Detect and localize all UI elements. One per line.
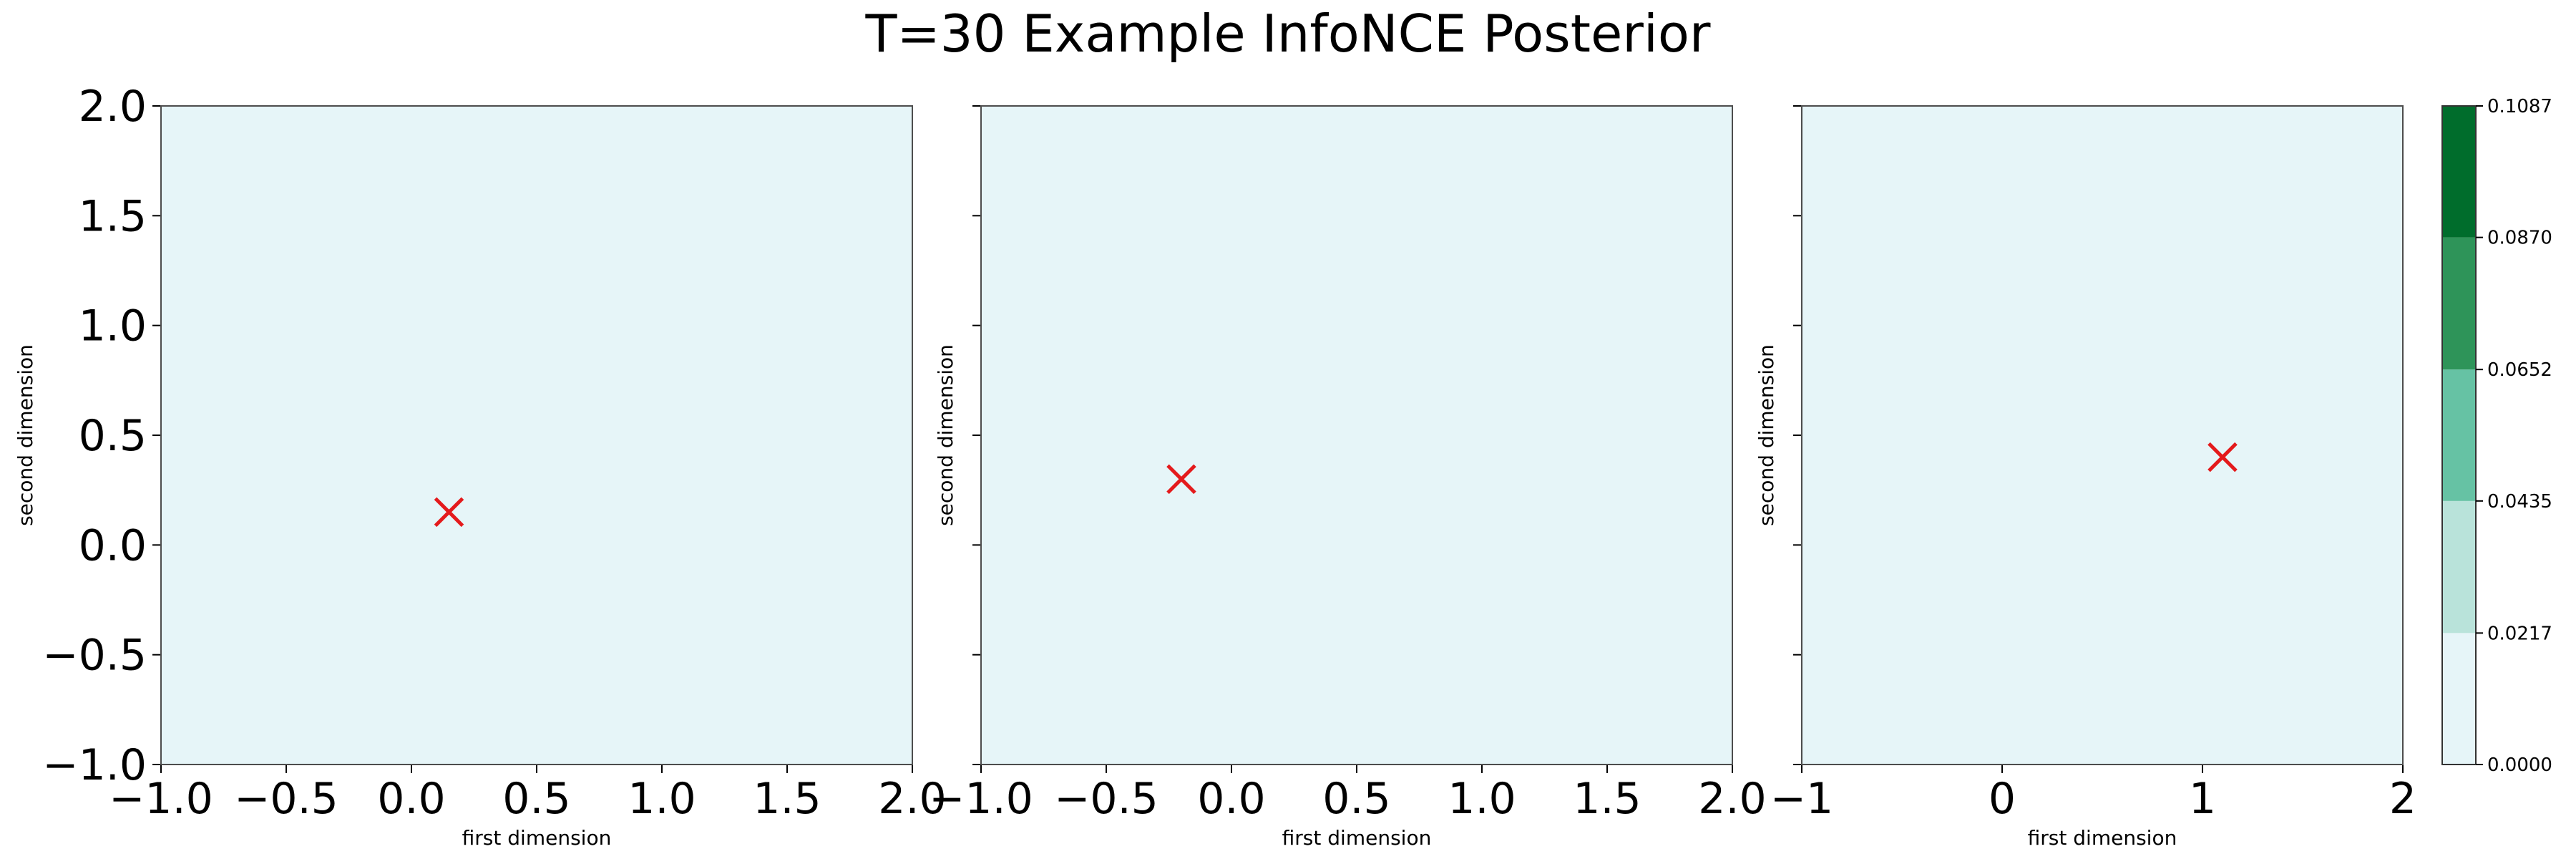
axes-frame (980, 105, 1733, 765)
panel-3: −1 0 1 2 first dimension second dimension (1755, 105, 2416, 850)
colorbar-tick-label: 0.0435 (2487, 491, 2552, 513)
y-tick-label: 1.5 (79, 191, 147, 241)
true-parameter-marker (434, 497, 464, 528)
colorbar-band (2442, 633, 2476, 765)
colorbar: 0.0000 0.0217 0.0435 0.0652 0.0870 0.1087 (2441, 96, 2552, 776)
x-tick-label: −1 (1770, 774, 1833, 824)
y-tick-label: −0.5 (42, 631, 147, 681)
y-tick-label: 2.0 (79, 82, 147, 132)
panels: −1.0 −0.5 0.0 0.5 1.0 1.5 2.0−1.0−0.50.00.51.0… (14, 82, 2416, 850)
colorbar-tick-label: 0.1087 (2487, 96, 2552, 117)
x-axis-label: first dimension (1282, 826, 1432, 850)
x-tick-label: −0.5 (1054, 774, 1158, 824)
y-tick-label: 0.5 (79, 411, 147, 461)
heatmap-fill (1802, 106, 2403, 765)
x-axis-label: first dimension (462, 826, 612, 850)
y-tick-label: 0.0 (79, 520, 147, 571)
true-parameter-marker (2207, 442, 2238, 472)
y-tick-label: −1.0 (42, 740, 147, 790)
y-axis-label: second dimension (934, 344, 957, 526)
x-tick-label: 1.0 (628, 774, 696, 824)
x-tick-label: 1.5 (753, 774, 821, 824)
x-tick-label: 1 (2189, 774, 2216, 824)
colorbar-tick-label: 0.0870 (2487, 228, 2552, 249)
y-axis-label: second dimension (14, 344, 37, 526)
x-tick-label: 1.0 (1448, 774, 1516, 824)
true-parameter-marker (1166, 464, 1196, 495)
x-tick-label: −1.0 (109, 774, 213, 824)
x-tick-label: −0.5 (234, 774, 338, 824)
colorbar-band (2442, 369, 2476, 501)
colorbar-tick-label: 0.0000 (2487, 754, 2552, 776)
panel-2: −1.0 −0.5 0.0 0.5 1.0 1.5 2.0 first dimension se… (929, 105, 1767, 850)
colorbar-band (2442, 237, 2476, 370)
x-tick-label: 0.5 (1322, 774, 1390, 824)
x-tick-label: 0.0 (1197, 774, 1265, 824)
colorbar-band (2442, 500, 2476, 634)
x-tick-label: 1.5 (1573, 774, 1641, 824)
colorbar-frame (2441, 105, 2477, 765)
x-axis-label: first dimension (2028, 826, 2177, 850)
colorbar-tick-label: 0.0652 (2487, 359, 2552, 381)
x-tick-label: 2.0 (878, 774, 946, 824)
heatmap-fill (981, 106, 1732, 765)
y-tick-label: 1.0 (79, 301, 147, 351)
panel-1: −1.0 −0.5 0.0 0.5 1.0 1.5 2.0 −1.0 −0.5 0.0 0.5 1.0… (14, 82, 947, 850)
heatmap-fill (161, 106, 912, 765)
x-tick-label: 0.0 (377, 774, 445, 824)
x-tick-label: 2 (2389, 774, 2416, 824)
x-tick-label: 2.0 (1698, 774, 1766, 824)
x-tick-label: −1.0 (929, 774, 1033, 824)
axes-frame (160, 105, 913, 765)
axes-frame (1801, 105, 2404, 765)
x-tick-label: 0 (1989, 774, 2016, 824)
colorbar-band (2442, 106, 2476, 238)
figure-title: T=30 Example InfoNCE Posterior (864, 4, 1710, 64)
x-tick-label: 0.5 (502, 774, 570, 824)
colorbar-tick-label: 0.0217 (2487, 623, 2552, 644)
y-axis-label: second dimension (1755, 344, 1778, 526)
